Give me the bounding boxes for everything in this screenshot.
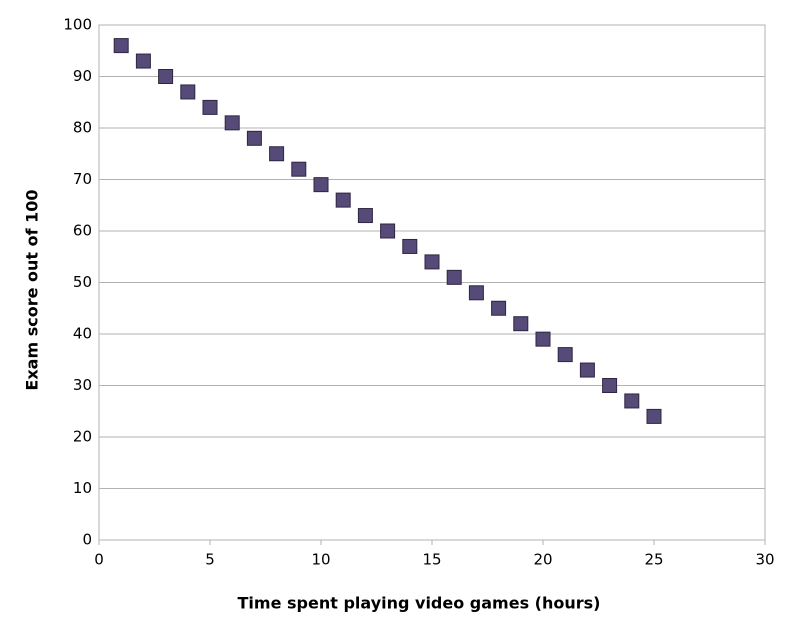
point bbox=[202, 99, 218, 115]
y-tick-label: 50 bbox=[73, 273, 92, 291]
plot-border bbox=[98, 24, 766, 541]
x-tick-label: 5 bbox=[205, 551, 215, 569]
point bbox=[491, 300, 507, 316]
x-tick-label: 30 bbox=[755, 551, 774, 569]
y-axis-title: Exam score out of 100 bbox=[23, 189, 42, 390]
point bbox=[380, 223, 396, 239]
point bbox=[602, 378, 618, 393]
y-tick-label: 90 bbox=[73, 67, 92, 85]
y-tick-label: 30 bbox=[73, 376, 92, 394]
point bbox=[402, 238, 418, 254]
x-tick-label: 20 bbox=[533, 551, 552, 569]
point bbox=[468, 285, 484, 301]
point bbox=[446, 269, 462, 285]
point bbox=[246, 130, 262, 146]
point bbox=[624, 393, 640, 409]
point bbox=[180, 84, 196, 100]
point bbox=[535, 331, 551, 347]
y-tick-label: 10 bbox=[73, 479, 92, 497]
point bbox=[158, 69, 174, 84]
x-tick-label: 10 bbox=[311, 551, 330, 569]
point bbox=[113, 38, 129, 54]
point bbox=[335, 192, 351, 208]
x-tick-label: 15 bbox=[422, 551, 441, 569]
point bbox=[579, 362, 595, 378]
x-tick-label: 0 bbox=[94, 551, 104, 569]
x-tick-label: 25 bbox=[644, 551, 663, 569]
point bbox=[135, 53, 151, 69]
point bbox=[513, 316, 529, 332]
point bbox=[557, 347, 573, 363]
y-tick-label: 20 bbox=[73, 428, 92, 446]
y-tick-label: 40 bbox=[73, 325, 92, 343]
y-tick-label: 100 bbox=[63, 16, 92, 34]
y-tick-label: 60 bbox=[73, 222, 92, 240]
x-axis-title: Time spent playing video games (hours) bbox=[238, 594, 601, 613]
point bbox=[646, 408, 662, 424]
y-tick-label: 80 bbox=[73, 119, 92, 137]
y-tick-label: 70 bbox=[73, 170, 92, 188]
y-tick-label: 0 bbox=[82, 531, 92, 549]
point bbox=[424, 254, 440, 270]
point bbox=[291, 161, 307, 177]
point bbox=[313, 177, 329, 193]
point bbox=[269, 146, 285, 162]
point bbox=[224, 115, 240, 131]
point bbox=[357, 208, 373, 224]
